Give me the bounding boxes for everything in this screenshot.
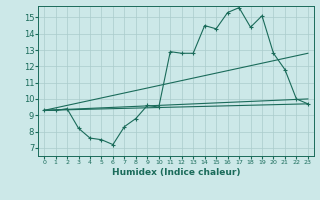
- X-axis label: Humidex (Indice chaleur): Humidex (Indice chaleur): [112, 168, 240, 177]
